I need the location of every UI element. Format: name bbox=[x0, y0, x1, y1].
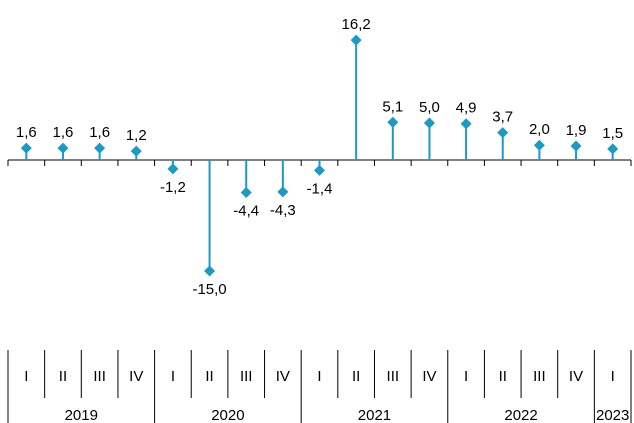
quarter-tick-label: I bbox=[611, 368, 615, 385]
data-point-marker bbox=[350, 34, 362, 46]
quarter-tick-label: III bbox=[533, 368, 546, 385]
quarter-tick-label: III bbox=[240, 368, 253, 385]
data-point-marker bbox=[533, 139, 545, 151]
data-label: -4,4 bbox=[233, 203, 259, 220]
data-label: 1,6 bbox=[89, 124, 110, 141]
data-label: 2,0 bbox=[529, 121, 550, 138]
data-point-marker bbox=[20, 142, 32, 154]
quarter-tick-label: III bbox=[93, 368, 106, 385]
data-label: -15,0 bbox=[192, 281, 226, 298]
year-tick-label: 2019 bbox=[65, 407, 98, 423]
quarter-tick-label: III bbox=[387, 368, 400, 385]
data-point-marker bbox=[130, 145, 142, 157]
data-point-marker bbox=[167, 163, 179, 175]
quarter-tick-label: I bbox=[317, 368, 321, 385]
quarter-tick-label: I bbox=[464, 368, 468, 385]
quarter-tick-label: IV bbox=[276, 368, 290, 385]
quarter-tick-label: IV bbox=[129, 368, 143, 385]
stems bbox=[25, 40, 614, 271]
data-point-marker bbox=[314, 164, 325, 176]
data-point-marker bbox=[94, 142, 106, 154]
quarter-tick-label: II bbox=[352, 368, 360, 385]
data-point-marker bbox=[204, 265, 216, 277]
data-label: 1,2 bbox=[126, 127, 147, 144]
quarter-tick-label: IV bbox=[422, 368, 436, 385]
data-label: -1,4 bbox=[307, 180, 333, 197]
data-point-marker bbox=[423, 117, 435, 129]
data-point-marker bbox=[240, 187, 252, 199]
data-label: 3,7 bbox=[492, 109, 513, 126]
data-point-marker bbox=[497, 127, 509, 139]
data-label: 1,9 bbox=[566, 122, 587, 139]
data-label: 5,1 bbox=[382, 98, 403, 115]
data-point-marker bbox=[607, 143, 619, 155]
quarter-tick-label: II bbox=[499, 368, 507, 385]
data-point-marker bbox=[570, 140, 582, 152]
year-tick-label: 2020 bbox=[211, 407, 244, 423]
data-label: -4,3 bbox=[270, 202, 296, 219]
data-point-marker bbox=[277, 186, 289, 198]
data-point-marker bbox=[460, 118, 472, 130]
data-label: 5,0 bbox=[419, 99, 440, 116]
data-label: 1,5 bbox=[602, 125, 623, 142]
data-label: -1,2 bbox=[160, 179, 186, 196]
year-tick-label: 2021 bbox=[358, 407, 391, 423]
data-point-marker bbox=[57, 142, 69, 154]
data-label: 16,2 bbox=[342, 16, 371, 33]
quarter-tick-label: II bbox=[59, 368, 67, 385]
data-label: 1,6 bbox=[16, 124, 37, 141]
quarter-tick-label: I bbox=[24, 368, 28, 385]
value-labels: 1,6 1,6 1,6 1,2 -1,2 -15,0 -4,4 -4,3 -1,4 16,2 5,1… bbox=[16, 16, 623, 298]
data-point-marker bbox=[387, 116, 399, 128]
quarter-tick-label: II bbox=[205, 368, 213, 385]
markers bbox=[20, 34, 619, 277]
data-label: 4,9 bbox=[456, 100, 477, 117]
year-tick-label: 2023 bbox=[596, 407, 629, 423]
data-label: 1,6 bbox=[53, 124, 74, 141]
quarter-tick-label: I bbox=[171, 368, 175, 385]
year-tick-label: 2022 bbox=[504, 407, 537, 423]
quarter-tick-label: IV bbox=[569, 368, 583, 385]
